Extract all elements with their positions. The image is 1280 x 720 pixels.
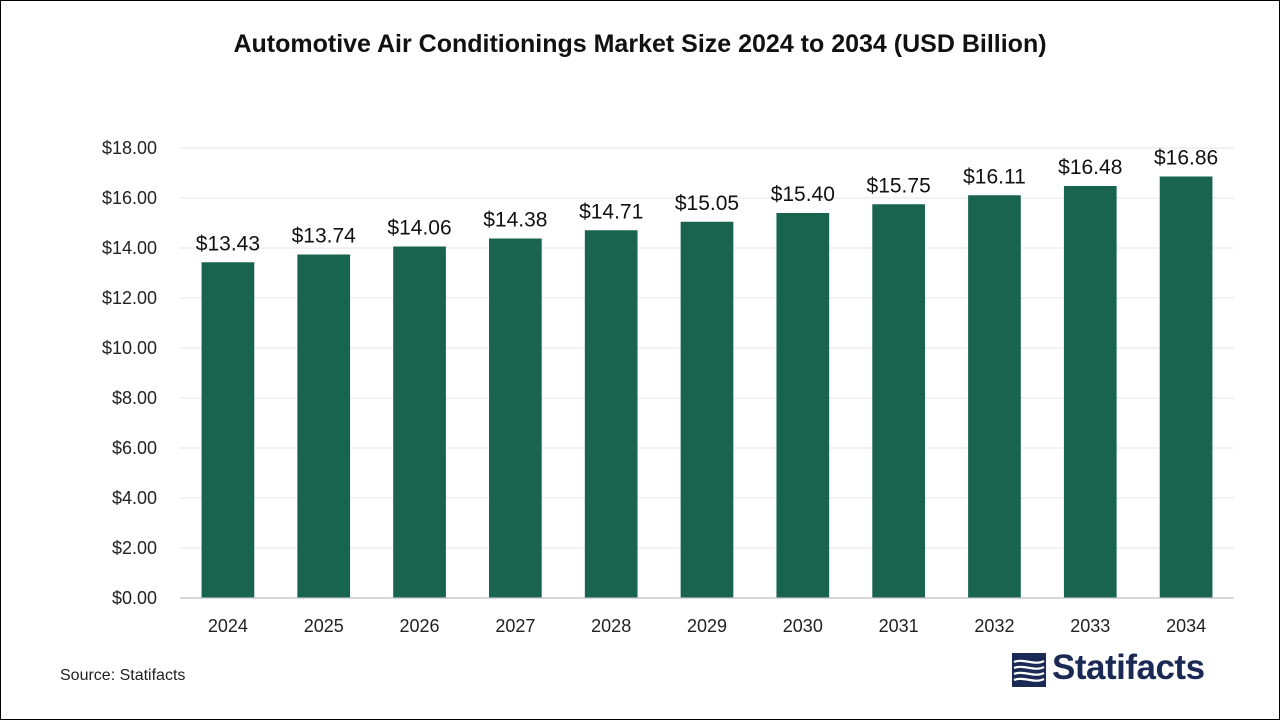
y-tick-label: $12.00	[102, 288, 157, 308]
source-note: Source: Statifacts	[60, 667, 186, 684]
bar	[584, 230, 638, 598]
y-tick-label: $2.00	[112, 538, 157, 558]
y-tick-label: $10.00	[102, 338, 157, 358]
y-tick-label: $6.00	[112, 438, 157, 458]
x-tick-label: 2033	[1070, 616, 1110, 636]
data-label: $14.38	[483, 209, 547, 232]
data-label: $16.48	[1058, 156, 1122, 179]
bar	[1063, 186, 1117, 598]
bar	[489, 238, 542, 598]
statifacts-logo-icon	[1012, 653, 1046, 687]
statifacts-logo: Statifacts	[1012, 648, 1222, 694]
bar	[872, 204, 925, 598]
x-tick-label: 2025	[304, 616, 344, 636]
x-tick-label: 2031	[879, 616, 919, 636]
data-label: $13.43	[196, 232, 260, 255]
data-label: $15.05	[675, 192, 739, 215]
x-tick-label: 2028	[591, 616, 631, 636]
data-label: $15.40	[771, 183, 835, 206]
x-tick-label: 2026	[400, 616, 440, 636]
x-tick-label: 2034	[1166, 616, 1206, 636]
data-label: $14.06	[387, 217, 451, 240]
y-tick-label: $16.00	[102, 188, 157, 208]
y-tick-label: $14.00	[102, 238, 157, 258]
y-tick-label: $18.00	[102, 138, 157, 158]
y-tick-label: $0.00	[112, 588, 157, 608]
data-label: $16.86	[1154, 147, 1218, 170]
y-tick-label: $4.00	[112, 488, 157, 508]
x-tick-label: 2032	[974, 616, 1014, 636]
bar	[776, 213, 830, 598]
y-tick-label: $8.00	[112, 388, 157, 408]
x-tick-label: 2024	[208, 616, 248, 636]
data-label: $13.74	[292, 225, 357, 248]
x-tick-label: 2029	[687, 616, 727, 636]
bar	[297, 254, 351, 598]
bar	[201, 262, 255, 598]
chart-title: Automotive Air Conditionings Market Size…	[233, 30, 1047, 58]
data-label: $15.75	[867, 174, 931, 197]
bar	[393, 246, 446, 598]
x-tick-label: 2030	[783, 616, 823, 636]
x-tick-label: 2027	[495, 616, 535, 636]
data-label: $16.11	[963, 165, 1026, 188]
bar	[968, 195, 1021, 598]
bar	[1159, 176, 1213, 598]
data-label: $14.71	[579, 200, 643, 223]
statifacts-logo-text: Statifacts	[1052, 648, 1205, 687]
bar	[680, 221, 734, 598]
